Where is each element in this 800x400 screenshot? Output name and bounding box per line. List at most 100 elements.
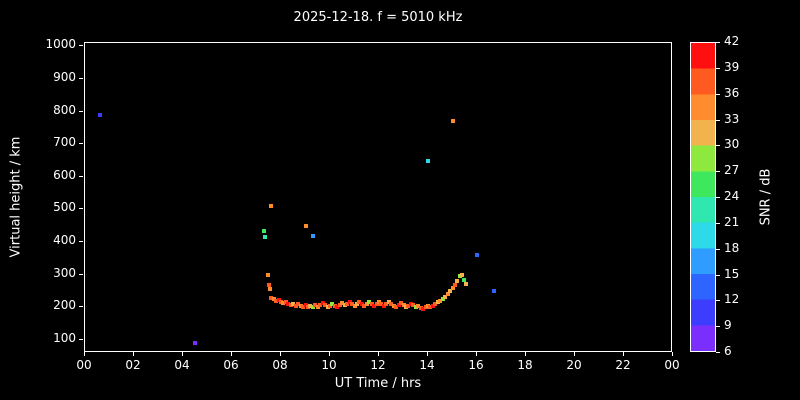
x-tick-mark — [574, 352, 575, 356]
data-point — [261, 228, 266, 233]
y-tick-mark — [79, 175, 83, 177]
colorbar-tick-mark — [716, 67, 720, 69]
data-point — [399, 301, 404, 306]
plot-area — [84, 42, 672, 352]
data-point — [492, 289, 497, 293]
data-point — [379, 302, 384, 307]
data-point — [411, 303, 416, 308]
data-point — [301, 305, 306, 310]
colorbar-tick-mark — [716, 248, 720, 250]
data-point — [332, 304, 337, 308]
data-point — [445, 292, 450, 297]
data-point — [377, 300, 381, 305]
data-point — [263, 235, 268, 240]
data-point — [303, 223, 308, 228]
x-axis-label: UT Time / hrs — [334, 376, 422, 391]
data-point — [440, 296, 445, 301]
colorbar-tick-mark — [716, 352, 720, 353]
data-point — [305, 305, 310, 310]
x-tick-mark — [329, 352, 330, 356]
y-tick-label: 500 — [53, 200, 76, 215]
data-point — [408, 301, 413, 306]
y-tick-mark — [79, 45, 83, 47]
colorbar-tick-label: 24 — [724, 189, 740, 203]
x-tick-label: 08 — [272, 358, 288, 372]
data-point — [423, 305, 428, 310]
data-point — [268, 287, 272, 292]
data-point — [418, 305, 423, 310]
data-point — [350, 302, 355, 307]
data-point — [461, 277, 466, 282]
data-point — [381, 303, 386, 308]
colorbar-tick-label: 21 — [724, 214, 740, 229]
data-point — [372, 303, 377, 308]
colorbar-tick-label: 9 — [724, 318, 732, 333]
x-tick-mark — [280, 352, 281, 356]
data-point — [271, 297, 276, 302]
y-tick-label: 600 — [53, 167, 76, 182]
data-point — [276, 298, 281, 303]
x-tick-mark — [182, 352, 183, 356]
x-tick-mark — [427, 352, 428, 356]
x-tick-mark — [378, 352, 379, 356]
data-point — [193, 341, 198, 346]
data-point — [435, 300, 440, 305]
x-tick-mark — [525, 352, 526, 356]
x-tick-mark — [672, 352, 673, 356]
data-point — [426, 303, 430, 308]
y-tick-label: 1000 — [45, 37, 76, 52]
data-point — [340, 301, 345, 306]
data-point — [464, 281, 468, 286]
data-point — [391, 303, 396, 308]
y-tick-mark — [79, 110, 83, 112]
x-tick-mark — [623, 352, 624, 356]
x-tick-label: 12 — [370, 358, 386, 372]
y-tick-mark — [79, 273, 83, 275]
data-point — [438, 298, 443, 303]
data-point — [265, 272, 270, 277]
data-point — [274, 299, 279, 304]
y-tick-mark — [79, 241, 83, 243]
colorbar-tick-mark — [716, 222, 720, 224]
data-point — [296, 302, 301, 307]
data-point — [357, 300, 362, 305]
colorbar-tick-label: 33 — [724, 111, 740, 126]
data-point — [403, 305, 408, 310]
data-point — [291, 302, 296, 307]
data-point — [448, 289, 453, 293]
colorbar-tick-label: 12 — [724, 292, 740, 307]
colorbar-tick-mark — [716, 42, 720, 43]
colorbar-label: SNR / dB — [758, 168, 774, 226]
colorbar-tick-mark — [716, 93, 720, 95]
y-tick-label: 700 — [53, 135, 76, 150]
x-tick-mark — [476, 352, 477, 356]
x-tick-label: 20 — [566, 358, 582, 372]
data-point — [266, 282, 271, 287]
data-point — [337, 303, 342, 308]
colorbar-tick-label: 30 — [724, 137, 740, 152]
data-point — [281, 301, 286, 306]
data-point — [362, 303, 367, 308]
data-point — [455, 278, 460, 283]
data-point — [310, 233, 315, 238]
colorbar-tick-mark — [716, 197, 720, 198]
x-tick-label: 22 — [615, 358, 631, 372]
data-point — [315, 305, 320, 309]
data-point — [394, 305, 399, 310]
data-point — [359, 302, 364, 307]
data-point — [310, 305, 315, 310]
data-point — [406, 303, 411, 308]
data-point — [97, 112, 102, 117]
x-tick-label: 16 — [468, 358, 484, 372]
data-point — [450, 285, 455, 290]
colorbar — [690, 42, 716, 352]
x-tick-label: 10 — [321, 358, 337, 372]
data-point — [433, 301, 438, 306]
y-tick-mark — [79, 338, 83, 340]
data-point — [313, 303, 318, 308]
x-tick-label: 18 — [517, 358, 533, 372]
y-tick-label: 400 — [53, 233, 76, 248]
data-point — [457, 274, 462, 279]
data-point — [352, 303, 357, 308]
colorbar-tick-mark — [716, 145, 720, 147]
